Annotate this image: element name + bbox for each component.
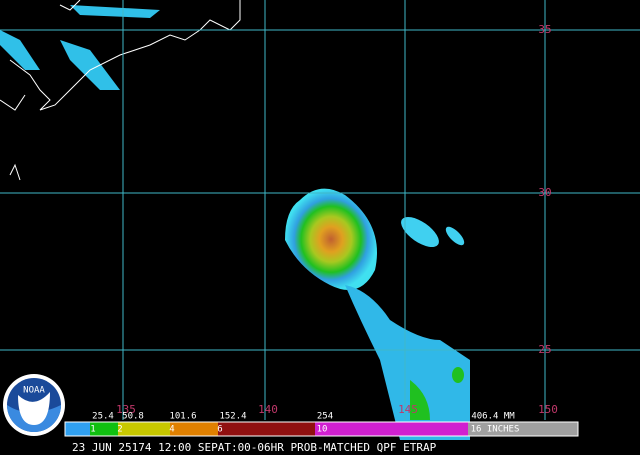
inch-label: 4 bbox=[169, 425, 174, 435]
inch-label: 2 bbox=[117, 425, 122, 435]
logo: NOAA bbox=[3, 374, 65, 436]
inch-label: 6 bbox=[217, 425, 222, 435]
coastline bbox=[0, 0, 241, 181]
mm-label: 406.4 MM bbox=[471, 412, 515, 422]
logo-text: NOAA bbox=[23, 386, 45, 396]
latitude-label: 35 bbox=[538, 23, 551, 36]
mm-label: 254 bbox=[317, 412, 333, 422]
latitude-label: 25 bbox=[538, 343, 551, 356]
caption: 23 JUN 25174 12:00 SEPAT:00-06HR PROB-MA… bbox=[72, 441, 437, 454]
mm-label: 25.4 bbox=[92, 412, 114, 422]
inch-label: 10 bbox=[317, 425, 328, 435]
precipitation bbox=[0, 5, 470, 440]
inch-label: 16 INCHES bbox=[471, 425, 520, 435]
longitude-label: 145 bbox=[398, 403, 418, 416]
mm-label: 101.6 bbox=[169, 412, 196, 422]
longitude-label: 140 bbox=[258, 403, 278, 416]
longitude-label: 150 bbox=[538, 403, 558, 416]
longitude-label: 135 bbox=[116, 403, 136, 416]
inch-label: 1 bbox=[90, 425, 95, 435]
mm-label: 152.4 bbox=[219, 412, 246, 422]
latitude-label: 30 bbox=[538, 186, 551, 199]
mm-label: 50.8 bbox=[122, 412, 144, 422]
graticule bbox=[0, 0, 640, 420]
colorbar bbox=[64, 421, 579, 437]
